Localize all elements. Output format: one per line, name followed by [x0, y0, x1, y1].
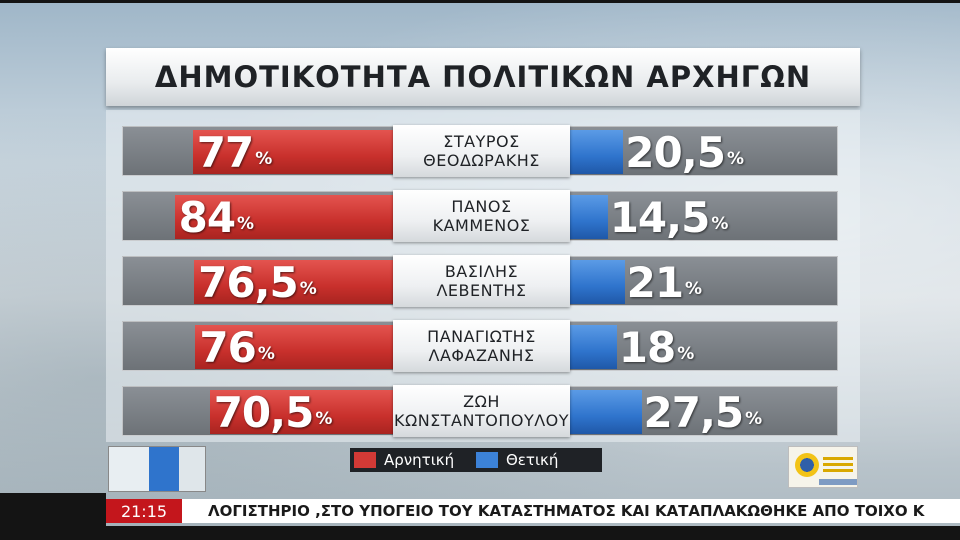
leader-name: ΠΑΝΑΓΙΩΤΗΣ ΛΑΦΑΖΑΝΗΣ [393, 320, 570, 372]
bar-negative [174, 195, 393, 239]
leader-name-line: ΠΑΝΟΣ [451, 197, 512, 216]
value-label-negative: 84% [178, 192, 255, 242]
legend-swatch-negative [354, 452, 376, 468]
value-label-negative: 70,5% [213, 387, 333, 437]
ticker-clock: 21:15 [106, 499, 182, 523]
leader-name: ΖΩΗ ΚΩΝΣΤΑΝΤΟΠΟΥΛΟΥ [393, 385, 570, 437]
bar-positive [570, 325, 617, 369]
chart-legend: Αρνητική Θετική [350, 448, 602, 472]
bottom-border [0, 526, 960, 540]
legend-swatch-positive [476, 452, 498, 468]
leader-name-line: ΛΕΒΕΝΤΗΣ [436, 281, 527, 300]
leader-name-line: ΣΤΑΥΡΟΣ [443, 132, 520, 151]
bar-negative [195, 325, 393, 369]
value-label-negative: 77% [196, 127, 273, 177]
channel-logo [788, 446, 858, 488]
chart-row: ΖΩΗ ΚΩΝΣΤΑΝΤΟΠΟΥΛΟΥ 70,5% 27,5% [122, 385, 838, 437]
chart-row: ΠΑΝΟΣ ΚΑΜΜΕΝΟΣ 84% 14,5% [122, 190, 838, 242]
bar-negative [192, 130, 393, 174]
bar-positive [570, 130, 624, 174]
value-label-negative: 76,5% [198, 257, 317, 307]
channel-thumbnail [108, 446, 206, 492]
leader-name-line: ΚΑΜΜΕΝΟΣ [432, 216, 531, 235]
value-label-positive: 18% [618, 322, 695, 372]
ticker-text: ΛΟΓΙΣΤΗΡΙΟ ,ΣΤΟ ΥΠΟΓΕΙΟ ΤΟΥ ΚΑΤΑΣΤΗΜΑΤΟΣ… [208, 502, 925, 520]
value-label-positive: 14,5% [609, 192, 729, 242]
ticker-left-strip [0, 493, 106, 526]
news-ticker: 21:15 ΛΟΓΙΣΤΗΡΙΟ ,ΣΤΟ ΥΠΟΓΕΙΟ ΤΟΥ ΚΑΤΑΣΤ… [106, 499, 960, 523]
sun-logo-icon [795, 453, 819, 477]
top-border [0, 0, 960, 3]
bar-positive [570, 390, 642, 434]
bar-negative [209, 390, 393, 434]
leader-name-line: ΠΑΝΑΓΙΩΤΗΣ [427, 327, 536, 346]
leader-name-line: ΘΕΟΔΩΡΑΚΗΣ [423, 151, 540, 170]
value-label-negative: 76% [199, 322, 275, 372]
leader-name-line: ΛΑΦΑΖΑΝΗΣ [428, 346, 535, 365]
leader-name: ΒΑΣΙΛΗΣ ΛΕΒΕΝΤΗΣ [393, 255, 570, 307]
value-label-positive: 21% [626, 257, 703, 307]
chart-row: ΒΑΣΙΛΗΣ ΛΕΒΕΝΤΗΣ 76,5% 21% [122, 255, 838, 307]
bar-positive [570, 195, 608, 239]
bar-negative [194, 260, 393, 304]
leader-name: ΣΤΑΥΡΟΣ ΘΕΟΔΩΡΑΚΗΣ [393, 125, 570, 177]
leader-name-line: ΚΩΝΣΤΑΝΤΟΠΟΥΛΟΥ [393, 411, 570, 430]
value-label-positive: 27,5% [643, 387, 763, 437]
bar-positive [570, 260, 625, 304]
legend-label-positive: Θετική [506, 451, 559, 469]
chart-title: ΔΗΜΟΤΙΚΟΤΗΤΑ ΠΟΛΙΤΙΚΩΝ ΑΡΧΗΓΩΝ [154, 60, 812, 94]
leader-name-line: ΒΑΣΙΛΗΣ [444, 262, 519, 281]
chart-row: ΠΑΝΑΓΙΩΤΗΣ ΛΑΦΑΖΑΝΗΣ 76% 18% [122, 320, 838, 372]
leader-name-line: ΖΩΗ [463, 392, 500, 411]
chart-row: ΣΤΑΥΡΟΣ ΘΕΟΔΩΡΑΚΗΣ 77% 20,5% [122, 125, 838, 177]
chart-title-bar: ΔΗΜΟΤΙΚΟΤΗΤΑ ΠΟΛΙΤΙΚΩΝ ΑΡΧΗΓΩΝ [106, 48, 860, 106]
leader-name: ΠΑΝΟΣ ΚΑΜΜΕΝΟΣ [393, 190, 570, 242]
value-label-positive: 20,5% [625, 127, 744, 177]
legend-label-negative: Αρνητική [384, 451, 455, 469]
legend-item-negative: Αρνητική [354, 451, 476, 469]
legend-item-positive: Θετική [476, 451, 598, 469]
